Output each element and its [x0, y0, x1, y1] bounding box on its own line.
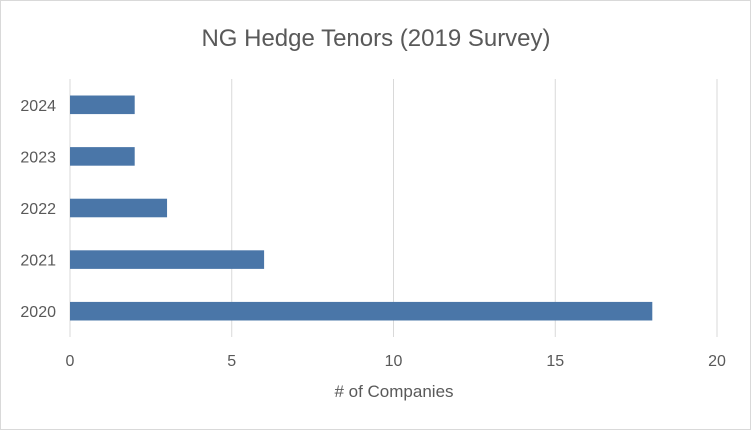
y-axis-ticks: 2020 2021 2022 2023 2024 [20, 98, 56, 321]
x-tick-label: 5 [227, 353, 236, 370]
bars [70, 95, 653, 321]
x-axis-ticks: 0 5 10 15 20 [66, 353, 726, 370]
chart-title: NG Hedge Tenors (2019 Survey) [201, 25, 550, 52]
x-tick-label: 0 [66, 353, 75, 370]
y-tick-label: 2020 [20, 304, 56, 321]
x-tick-label: 20 [708, 353, 726, 370]
bar-2024 [70, 95, 135, 115]
gridlines [69, 79, 718, 337]
y-tick-label: 2024 [20, 98, 56, 115]
x-tick-label: 15 [546, 353, 564, 370]
bar-2022 [70, 198, 168, 218]
x-tick-label: 10 [385, 353, 403, 370]
y-tick-label: 2021 [20, 253, 56, 270]
bar-2023 [70, 147, 135, 166]
y-tick-label: 2023 [20, 149, 56, 166]
bar-2021 [70, 250, 265, 269]
bar-2020 [70, 301, 653, 321]
x-axis-label: # of Companies [334, 382, 453, 401]
y-tick-label: 2022 [20, 201, 56, 218]
